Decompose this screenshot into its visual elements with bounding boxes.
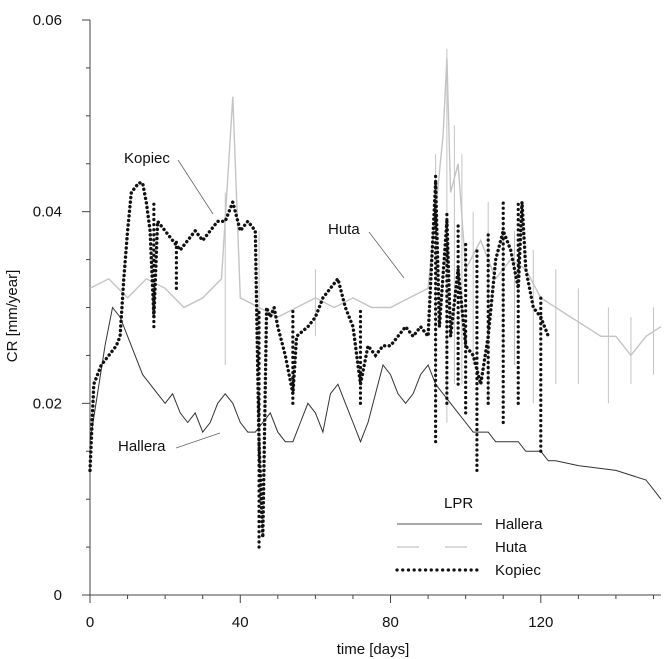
- x-tick-label: 40: [232, 614, 249, 631]
- legend: LPR Hallera Huta Kopiec: [395, 495, 543, 579]
- y-tick-label: 0.06: [33, 12, 62, 29]
- x-tick-label: 80: [382, 614, 399, 631]
- series-kopiec: [88, 171, 550, 549]
- legend-title: LPR: [444, 495, 473, 512]
- y-axis-title: CR [mm/year]: [4, 270, 21, 363]
- series-huta: [89, 48, 662, 423]
- annotation-kopiec-leader: [177, 159, 214, 215]
- annotation-huta-leader: [368, 231, 405, 279]
- axes: 0 0.02 0.04 0.06 0 40 80 120: [33, 12, 661, 631]
- y-tick-label: 0.04: [33, 204, 62, 221]
- legend-label-kopiec: Kopiec: [495, 562, 541, 579]
- series-hallera: [89, 306, 662, 500]
- hallera-line: [89, 306, 662, 500]
- annotation-hallera-leader: [175, 432, 221, 449]
- x-tick-label: 120: [528, 614, 553, 631]
- legend-label-hallera: Hallera: [495, 516, 543, 533]
- x-axis-title: time [days]: [337, 641, 410, 658]
- annotation-hallera: Hallera: [118, 438, 166, 455]
- legend-label-huta: Huta: [495, 539, 527, 556]
- y-tick-label: 0: [54, 587, 62, 604]
- huta-line: [89, 58, 662, 357]
- kopiec-line: [88, 181, 550, 538]
- series-layer: [88, 48, 662, 549]
- annotation-huta: Huta: [328, 221, 360, 238]
- x-tick-label: 0: [86, 614, 94, 631]
- annotation-kopiec: Kopiec: [124, 150, 170, 167]
- y-tick-label: 0.02: [33, 395, 62, 412]
